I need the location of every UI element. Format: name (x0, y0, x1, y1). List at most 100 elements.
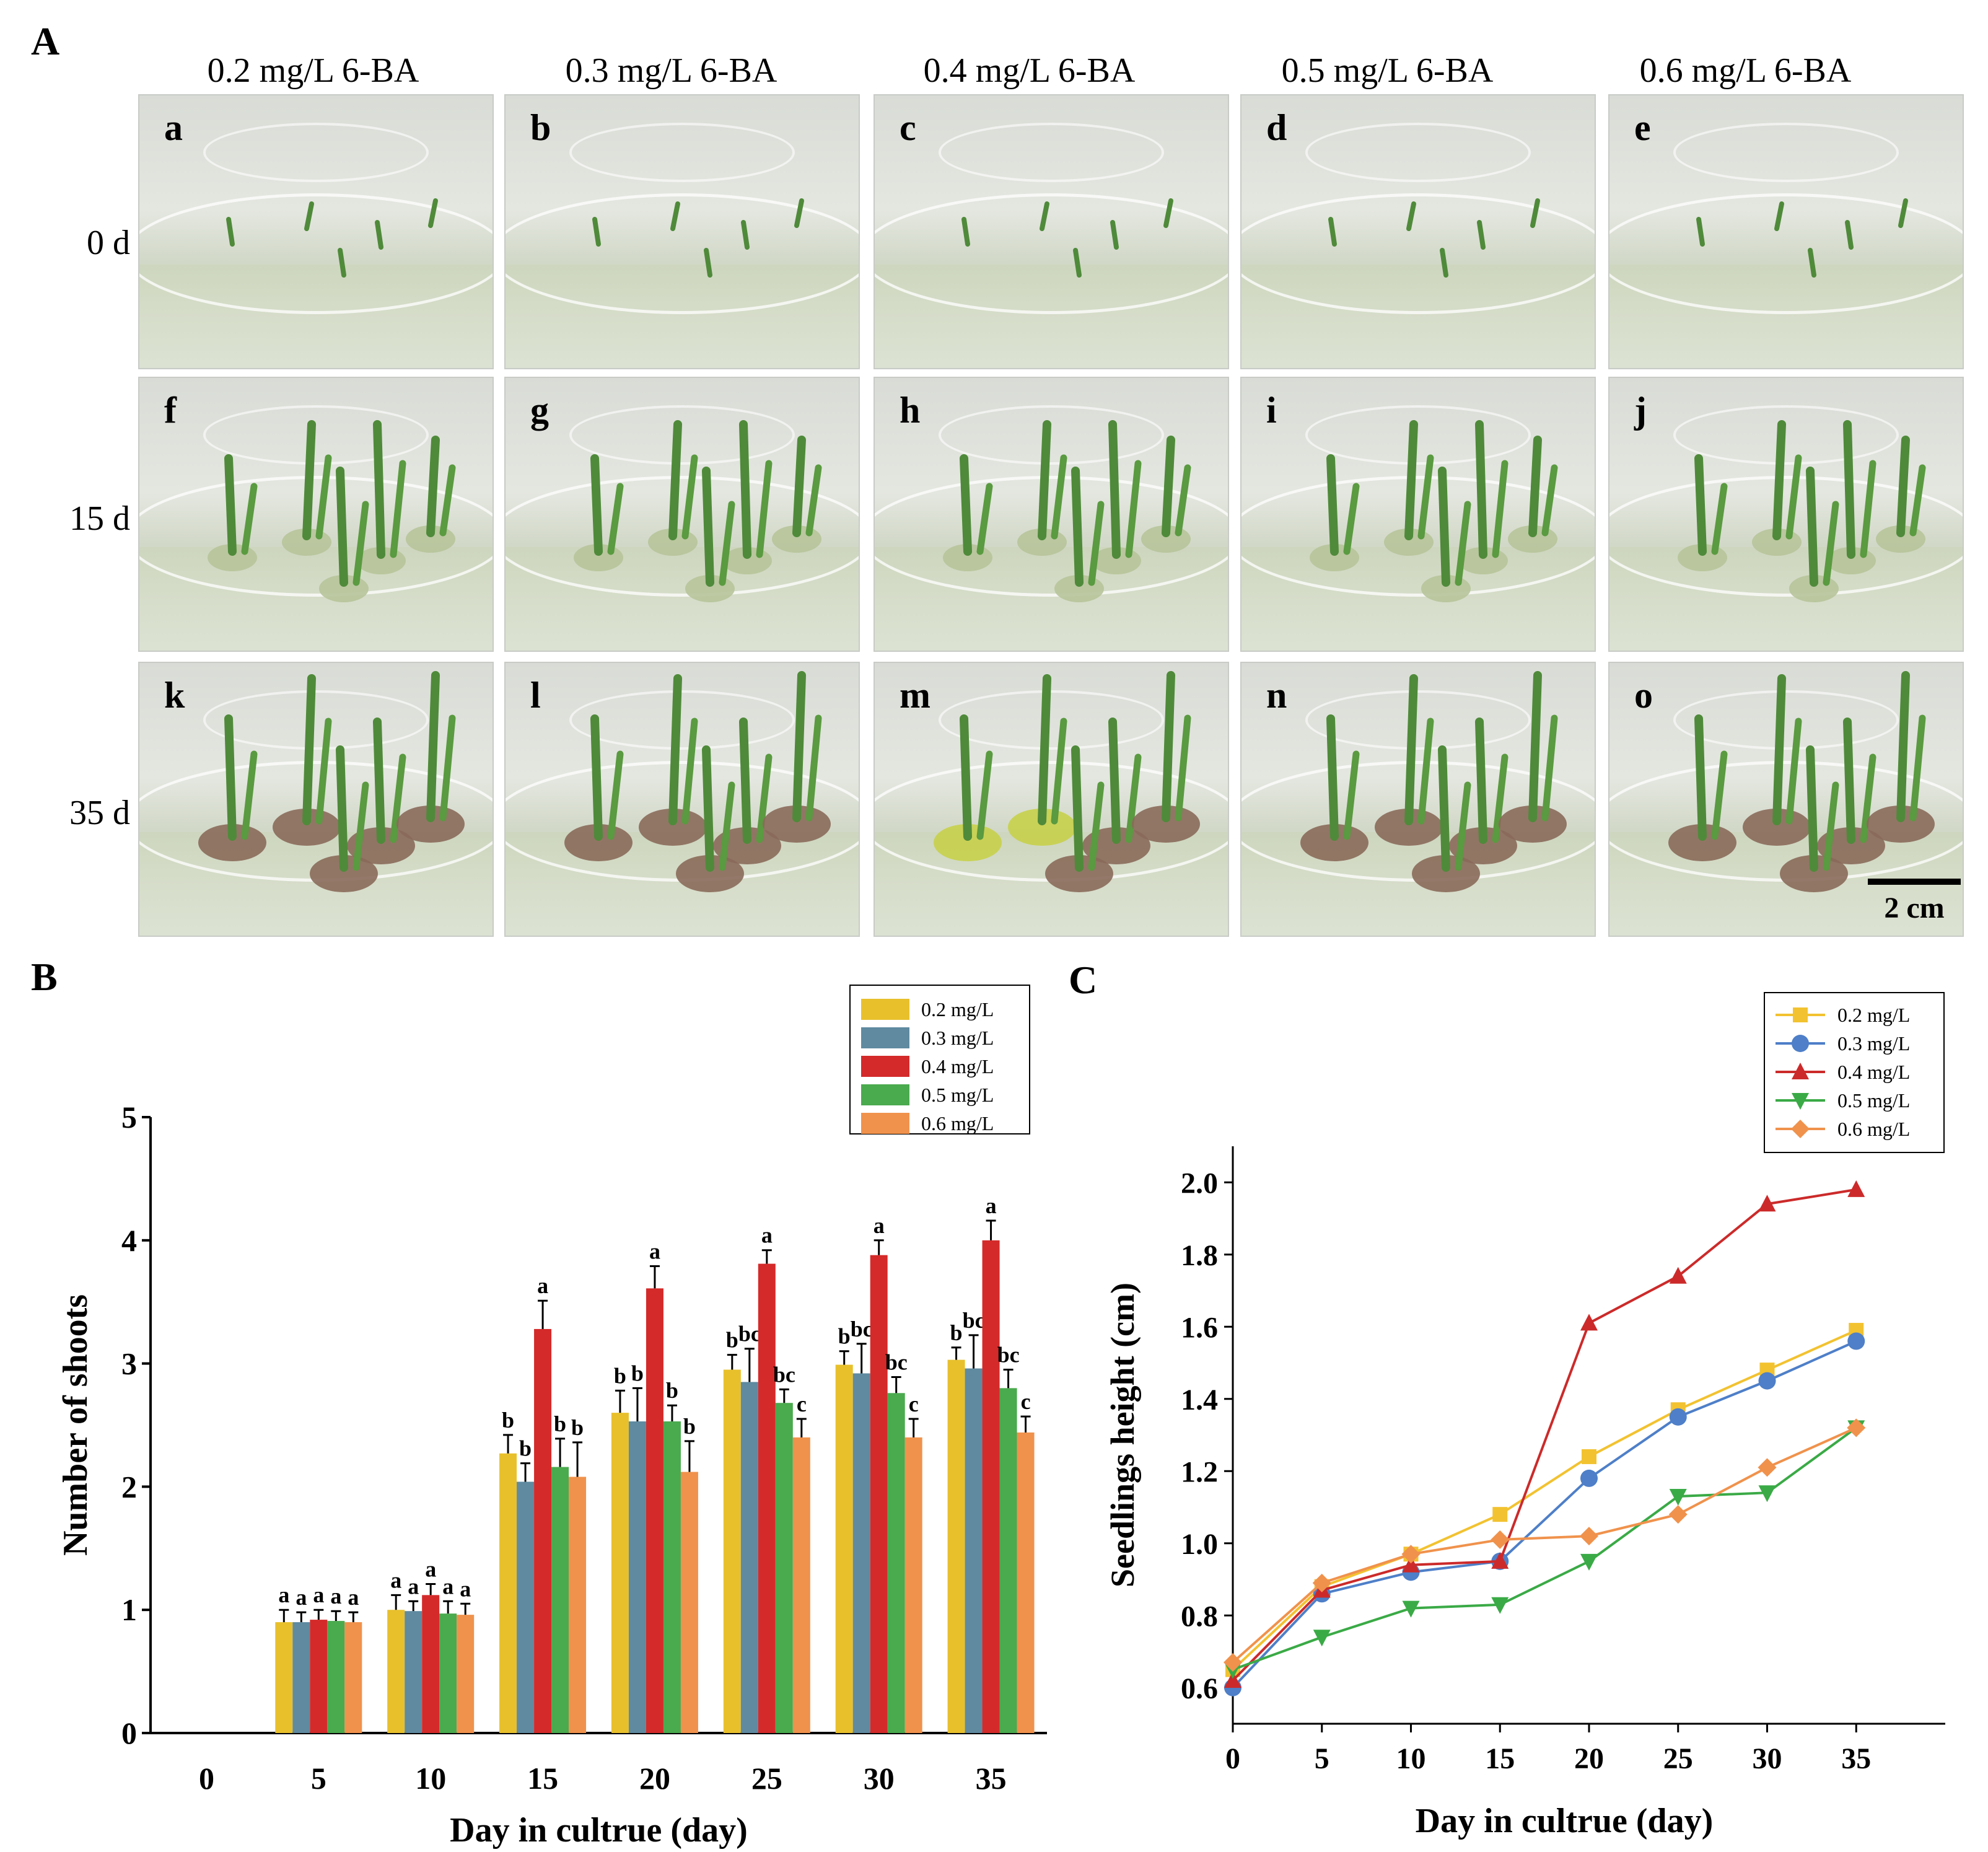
significance-letter: a (296, 1585, 307, 1610)
significance-letter: c (797, 1392, 807, 1416)
shoot (315, 718, 332, 825)
photo-letter: b (530, 107, 551, 148)
x-tick-label: 35 (1841, 1742, 1871, 1775)
row-label-0d: 0 d (87, 224, 130, 262)
photo-letter: e (1634, 107, 1651, 148)
shoot (439, 464, 456, 537)
jar-lid-reflection (569, 690, 795, 750)
shoot (304, 201, 314, 231)
y-tick-label: 1.2 (1181, 1455, 1218, 1488)
shoot (1860, 460, 1876, 558)
culture-photo: a (138, 94, 494, 369)
line-chart-height: 0.6 0.8 1.0 1.2 1.4 1.6 1.8 2.0 0 5 10 15 20 25 30 35 Da… (1104, 992, 1945, 1840)
bar (947, 1359, 965, 1733)
legend-swatch (861, 1084, 909, 1105)
row-label-15d: 15 d (69, 499, 130, 538)
shoot (792, 436, 806, 537)
significance-letter: b (950, 1320, 963, 1345)
shoot (1108, 420, 1121, 559)
series-line (1232, 1426, 1857, 1664)
significance-letter: a (460, 1576, 471, 1601)
explant-drawing (1300, 671, 1567, 892)
photo-letter: o (1634, 675, 1653, 716)
bar (457, 1615, 475, 1733)
shoot (336, 745, 348, 872)
shoot (315, 454, 332, 540)
panel-c-label: C (1069, 958, 1098, 1002)
column-header-2: 0.3 mg/L 6-BA (565, 51, 777, 90)
significance-letter: b (666, 1378, 678, 1403)
callus (1743, 809, 1811, 846)
significance-letter: bc (773, 1362, 795, 1387)
bar (534, 1328, 552, 1733)
jar-lid-reflection (1305, 690, 1531, 750)
y-tick-label: 3 (121, 1346, 137, 1381)
significance-letter: a (874, 1213, 885, 1238)
explant-drawing (1328, 198, 1540, 278)
x-tick-label: 5 (311, 1761, 326, 1796)
scale-bar (1868, 879, 1961, 885)
legend-label: 0.5 mg/L (1837, 1089, 1910, 1112)
significance-letter: c (909, 1392, 919, 1416)
shoot (1806, 745, 1818, 872)
photo-letter: k (164, 675, 185, 716)
photo-letter: j (1634, 390, 1647, 431)
shoot (1785, 454, 1802, 540)
data-point (1313, 1630, 1331, 1647)
photo-letter: c (900, 107, 916, 148)
shoot (1051, 718, 1067, 825)
shoot (1694, 454, 1707, 556)
culture-photo: l (504, 662, 860, 937)
data-point (1491, 1530, 1510, 1549)
jar-rim (506, 193, 859, 315)
significance-letter: a (442, 1574, 453, 1599)
shoot (805, 714, 822, 822)
shoot (1088, 501, 1105, 586)
panel-b-label: B (31, 955, 58, 999)
shoot (719, 781, 735, 871)
data-point (1402, 1600, 1420, 1618)
data-point (1792, 1093, 1809, 1110)
shoot (1040, 201, 1049, 231)
y-tick-label: 2 (121, 1469, 137, 1504)
callus (1300, 824, 1368, 861)
x-tick-label: 25 (1663, 1742, 1693, 1775)
shoot (241, 750, 258, 840)
callus (1449, 827, 1517, 864)
shoot (702, 467, 714, 587)
jar-lid-reflection (1305, 123, 1531, 182)
shoot (428, 198, 438, 228)
significance-letter: a (425, 1556, 436, 1581)
jar-lid-reflection (203, 123, 429, 182)
y-tick-label: 0.8 (1181, 1600, 1218, 1633)
callus (1082, 827, 1150, 864)
callus (1817, 827, 1885, 864)
y-tick-label: 1.4 (1181, 1384, 1218, 1416)
x-tick-label: 10 (1396, 1742, 1426, 1775)
photo-letter: n (1266, 675, 1287, 716)
shoot (1125, 460, 1142, 558)
series-line (1232, 1426, 1857, 1671)
data-point (1580, 1469, 1598, 1487)
shoot (607, 483, 624, 555)
shoot (1823, 781, 1839, 871)
shoot (1528, 436, 1542, 537)
data-point (1791, 1120, 1810, 1138)
bar (292, 1622, 310, 1733)
significance-letter: bc (963, 1308, 985, 1333)
shoot (961, 217, 970, 247)
shoot (373, 718, 385, 844)
bar (775, 1403, 793, 1733)
significance-letter: bc (851, 1317, 873, 1341)
significance-letter: a (761, 1223, 773, 1248)
shoot (1843, 420, 1855, 559)
significance-letter: a (649, 1239, 660, 1264)
data-point (1491, 1551, 1509, 1569)
y-tick-label: 4 (121, 1223, 137, 1258)
callus (347, 827, 415, 864)
data-point (1224, 1652, 1242, 1672)
shoot (1440, 248, 1448, 278)
jar-rim (1241, 193, 1595, 315)
shoot (1860, 753, 1876, 843)
bar (1017, 1432, 1035, 1733)
